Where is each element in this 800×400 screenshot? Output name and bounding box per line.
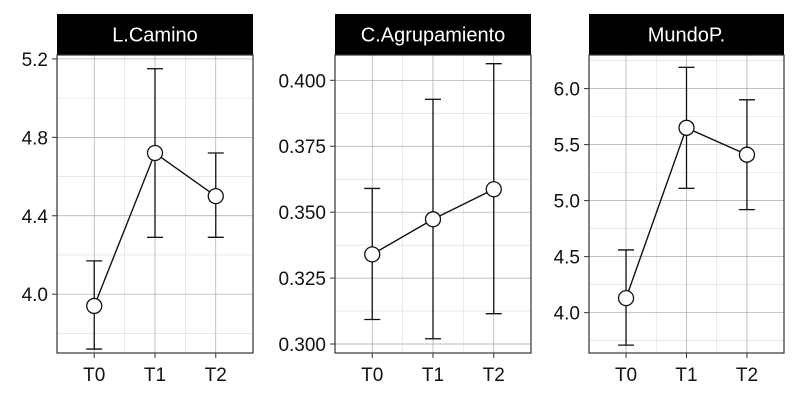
y-tick-label: 4.5	[554, 248, 580, 269]
y-tick-label: 4.0	[22, 285, 48, 306]
y-tick-label: 0.300	[278, 335, 326, 356]
panel-title: MundoP.	[648, 25, 725, 47]
data-point	[86, 297, 103, 315]
y-tick-label: 5.5	[554, 136, 580, 157]
y-tick-label: 5.0	[554, 192, 580, 213]
data-point	[617, 289, 635, 307]
data-point	[146, 144, 164, 162]
panel-border	[56, 54, 254, 354]
x-tick-label: T1	[675, 365, 697, 386]
data-point	[364, 246, 381, 263]
data-point	[738, 146, 756, 163]
x-tick-label: T0	[83, 365, 105, 386]
x-tick-label: T0	[615, 365, 637, 386]
x-tick-label: T0	[361, 365, 383, 386]
y-tick-label: 6.0	[554, 80, 580, 101]
x-tick-label: T1	[144, 365, 166, 386]
x-tick-label: T2	[205, 365, 227, 386]
y-tick-label: 0.325	[278, 269, 326, 290]
data-point	[424, 211, 442, 228]
x-tick-label: T2	[483, 365, 505, 386]
data-point	[485, 181, 502, 198]
panel-title: C.Agrupamiento	[361, 25, 506, 47]
panel-3: MundoP. 4.0 4.5 5.0 5.5 6.0 T0 T1 T2	[554, 14, 785, 386]
y-tick-label: 4.8	[22, 128, 48, 149]
y-tick-label: 0.400	[278, 71, 326, 92]
panel-border	[588, 54, 785, 354]
panel-title: L.Camino	[112, 25, 198, 47]
x-tick-label: T2	[736, 365, 758, 386]
panel-2: C.Agrupamiento 0.300 0.325 0.350 0.375 0.400 T…	[278, 14, 532, 386]
y-tick-label: 0.375	[278, 137, 326, 158]
panel-title-strip	[57, 14, 253, 55]
panel-1: L.Camino 4.0 4.4 4.8 5.2 T0 T1 T2	[22, 14, 254, 386]
data-point	[207, 188, 224, 205]
data-point	[678, 119, 695, 136]
panel-title-strip	[335, 14, 531, 55]
y-tick-label: 5.2	[22, 50, 48, 71]
y-tick-label: 4.0	[554, 304, 580, 325]
x-tick-label: T1	[422, 365, 444, 386]
y-tick-label: 4.4	[22, 207, 49, 228]
panel-title-strip	[589, 14, 784, 55]
panel-border	[334, 54, 532, 354]
y-tick-label: 0.350	[278, 203, 326, 224]
